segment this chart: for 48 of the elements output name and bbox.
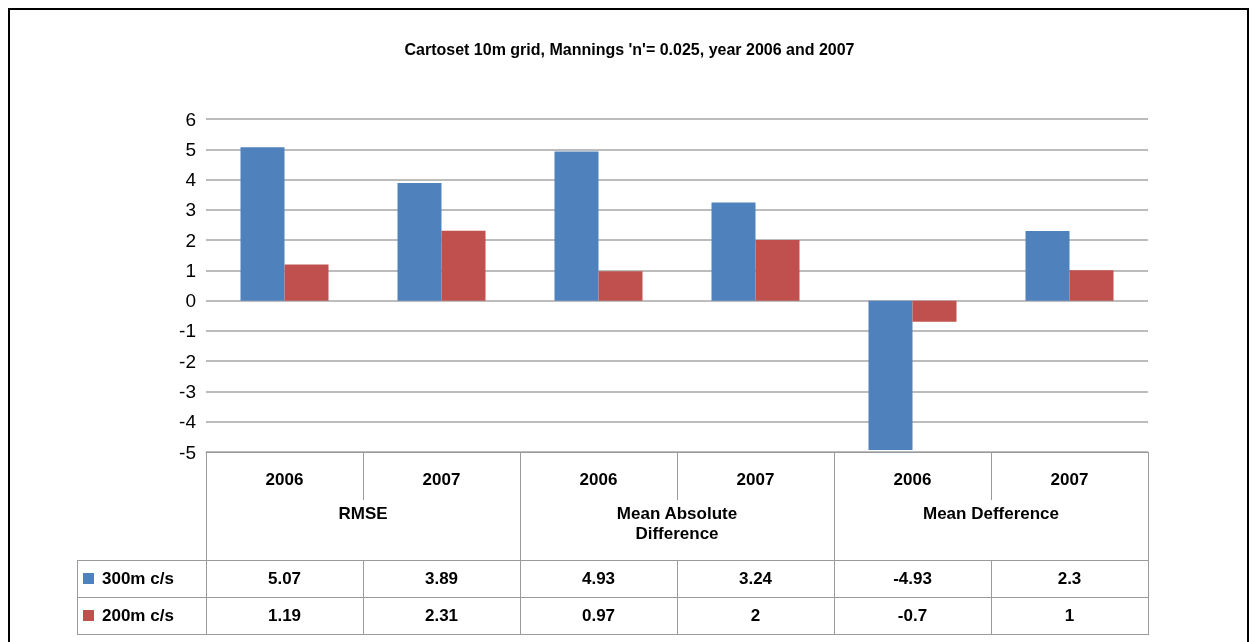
data-label: -4.93 <box>892 567 933 590</box>
x-tick-label: 2006 <box>265 470 304 489</box>
text: RMSE <box>337 504 389 525</box>
chart-title: Cartoset 10m grid, Mannings 'n'= 0.025, year 2006 and 2007 <box>404 40 855 58</box>
bar <box>1069 270 1114 301</box>
bar <box>868 300 913 450</box>
legend-label: 200m c/s <box>102 605 174 626</box>
data-label: 3.89 <box>423 567 460 590</box>
y-tick-label: 2 <box>185 229 196 251</box>
x-tick-label: 2006 <box>579 470 618 489</box>
bar <box>711 202 756 301</box>
x-tick-label: 2007 <box>1050 470 1089 489</box>
data-label: 5.07 <box>266 567 303 590</box>
data-label: 2.31 <box>423 604 460 627</box>
y-tick-label: -4 <box>179 411 197 433</box>
y-tick-label: 0 <box>185 290 196 312</box>
data-label: 1.19 <box>266 604 303 627</box>
legend-label: 300m c/s <box>102 568 174 589</box>
x-tick-label: 2006 <box>893 470 932 489</box>
y-tick-label: -3 <box>179 380 196 402</box>
x-tick-label: 2007 <box>422 470 461 489</box>
bar <box>755 240 800 301</box>
y-tick-label: 5 <box>185 138 196 160</box>
y-tick-label: 6 <box>185 108 196 130</box>
data-label: 1 <box>1063 604 1076 627</box>
y-tick-label: -2 <box>179 350 196 372</box>
data-label: 2.3 <box>1056 567 1083 590</box>
data-label: 3.24 <box>737 567 774 590</box>
bar <box>554 151 599 301</box>
text: Mean Absolute Difference <box>615 504 739 545</box>
data-label: -0.7 <box>896 604 929 627</box>
bar <box>240 147 285 301</box>
data-label: 2 <box>749 604 762 627</box>
bar <box>598 271 643 301</box>
bar <box>1025 231 1070 301</box>
y-tick-label: -1 <box>179 320 196 342</box>
bar <box>397 182 442 301</box>
bar <box>912 300 957 322</box>
bar <box>441 230 486 301</box>
data-label: 4.93 <box>580 567 617 590</box>
y-tick-label: 4 <box>185 169 197 191</box>
bar <box>284 264 329 301</box>
y-tick-label: 1 <box>185 259 196 281</box>
x-tick-label: 2007 <box>736 470 775 489</box>
text: Mean Defference <box>921 504 1061 525</box>
y-tick-label: 3 <box>185 199 196 221</box>
y-tick-label: -5 <box>179 441 196 463</box>
data-label: 0.97 <box>580 604 617 627</box>
